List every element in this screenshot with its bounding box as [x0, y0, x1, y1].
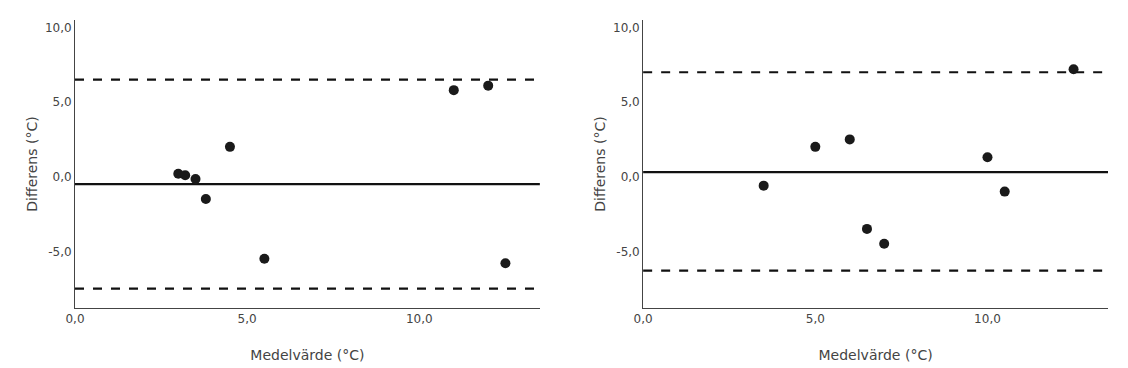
svg-text:Medelvärde (°C): Medelvärde (°C) [250, 347, 364, 363]
svg-text:10,0: 10,0 [45, 21, 72, 35]
svg-text:Medelvärde (°C): Medelvärde (°C) [819, 347, 933, 363]
svg-text:0,0: 0,0 [634, 312, 653, 326]
svg-text:5,0: 5,0 [53, 95, 72, 109]
svg-text:0,0: 0,0 [65, 312, 84, 326]
svg-text:Differens (°C): Differens (°C) [592, 116, 608, 211]
svg-text:0,0: 0,0 [53, 170, 72, 184]
svg-text:5,0: 5,0 [238, 312, 257, 326]
svg-text:Differens (°C): Differens (°C) [24, 116, 40, 211]
svg-text:5,0: 5,0 [621, 95, 640, 109]
svg-text:10,0: 10,0 [406, 312, 433, 326]
svg-text:0,0: 0,0 [621, 170, 640, 184]
svg-text:5,0: 5,0 [806, 312, 825, 326]
svg-text:-5,0: -5,0 [48, 245, 71, 259]
svg-text:10,0: 10,0 [974, 312, 1001, 326]
svg-text:10,0: 10,0 [613, 21, 640, 35]
svg-text:-5,0: -5,0 [616, 245, 639, 259]
